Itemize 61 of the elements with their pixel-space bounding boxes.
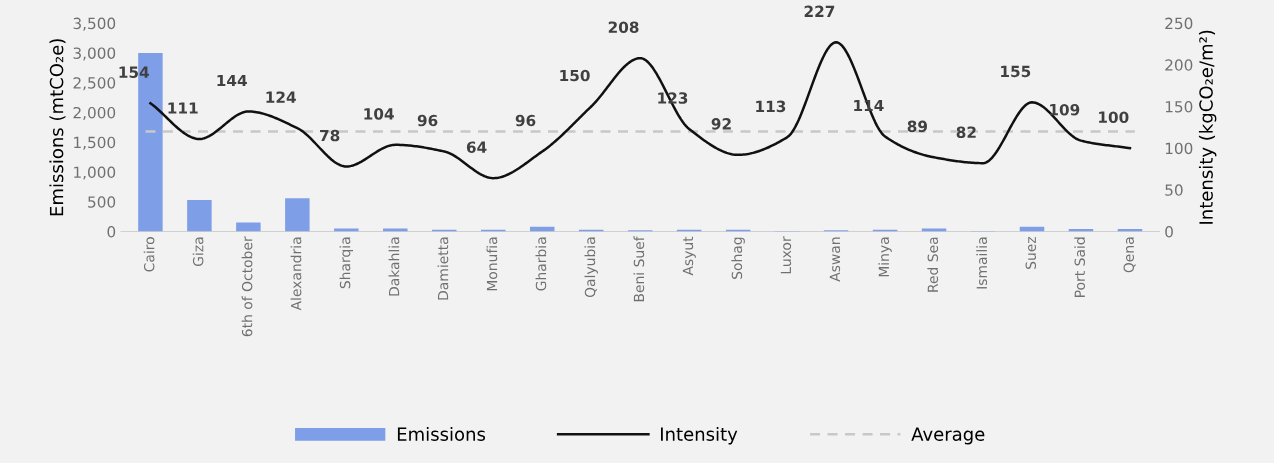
y-tick-label: 3,000 [73, 47, 116, 61]
x-tick-label: Port Said [1074, 237, 1086, 297]
y2-axis-title: Intensity (kgCO₂e/m²) [1198, 30, 1217, 224]
data-label: 227 [804, 5, 835, 17]
y-tick-label: 3,500 [73, 17, 116, 31]
x-tick-label: Minya [878, 237, 892, 277]
data-label: 150 [560, 69, 590, 82]
x-tick-label: 6th of October [241, 236, 253, 337]
legend-label: Emissions [397, 426, 486, 441]
data-label: 78 [320, 129, 340, 142]
y-tick-label: 2,000 [73, 106, 116, 121]
y2-tick-label: 200 [1165, 59, 1193, 71]
x-tick-label: Giza [192, 237, 204, 266]
y-axis-title: Emissions (mtCO₂e) [49, 39, 66, 216]
x-tick-label: Luxor [780, 236, 792, 274]
data-label: 124 [266, 91, 296, 103]
y2-tick-label: 100 [1165, 142, 1193, 155]
x-tick-label: Ismailia [976, 237, 988, 289]
data-label: 64 [466, 141, 487, 153]
x-tick-label: Qena [1123, 237, 1136, 273]
x-tick-label: Cairo [143, 237, 155, 272]
data-label: 111 [168, 102, 198, 114]
data-label: 109 [1050, 103, 1080, 116]
y-tick-label: 1,000 [74, 166, 116, 180]
x-tick-label: Dakahlia [388, 237, 400, 296]
legend-label: Intensity [661, 426, 738, 445]
x-tick-label: Suez [1025, 236, 1037, 269]
data-label: 113 [756, 100, 786, 113]
y-tick-label: 1,500 [74, 136, 116, 150]
legend-label: Average [911, 427, 985, 445]
data-label: 92 [711, 118, 731, 130]
data-label: 155 [1001, 65, 1031, 78]
y2-tick-label: 50 [1165, 184, 1183, 196]
x-tick-label: Aswan [829, 237, 841, 282]
y2-tick-label: 0 [1165, 225, 1173, 238]
x-tick-label: Sohag [731, 237, 745, 279]
data-label: 144 [217, 74, 247, 87]
y2-tick-label: 150 [1165, 100, 1193, 113]
data-label: 96 [417, 114, 438, 127]
x-tick-label: Monufia [486, 237, 498, 291]
data-label: 96 [515, 114, 536, 127]
data-label: 89 [907, 120, 928, 133]
y-tick-label: 0 [107, 225, 116, 238]
x-tick-label: Beni Suef [633, 236, 645, 302]
x-tick-label: Gharbia [535, 237, 547, 291]
data-label: 82 [956, 126, 976, 138]
x-tick-label: Damietta [437, 237, 449, 300]
x-tick-label: Asyut [682, 236, 696, 276]
y-tick-label: 500 [88, 196, 116, 208]
y-tick-label: 2,500 [73, 77, 116, 91]
x-tick-label: Sharqia [339, 237, 354, 289]
bar [236, 222, 261, 232]
data-label: 100 [1099, 111, 1129, 123]
x-tick-label: Alexandria [290, 237, 302, 311]
data-label: 208 [608, 21, 639, 33]
data-label: 104 [364, 108, 394, 120]
bar [285, 198, 310, 232]
x-tick-label: Qalyubia [584, 237, 598, 298]
bar [187, 199, 212, 232]
x-tick-label: Red Sea [927, 237, 939, 292]
y2-tick-label: 250 [1165, 17, 1193, 30]
